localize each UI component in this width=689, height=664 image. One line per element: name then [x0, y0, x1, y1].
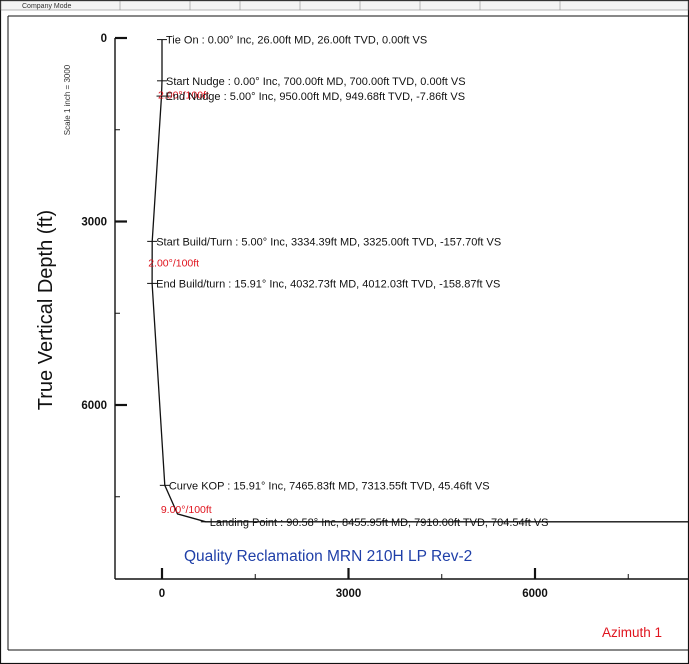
dogleg-rate-label: 2.00°/100ft — [158, 89, 209, 101]
survey-markers — [147, 39, 211, 523]
y-tick-label: 6000 — [81, 400, 107, 412]
header-strip: Company Mode — [0, 0, 689, 11]
annotations: Tie On : 0.00° Inc, 26.00ft MD, 26.00ft … — [148, 35, 548, 529]
x-ticks: 0 3000 6000 — [159, 568, 629, 600]
chart-title: Quality Reclamation MRN 210H LP Rev-2 — [184, 548, 472, 565]
y-axis-title: True Vertical Depth (ft) — [35, 210, 57, 410]
annotation-label: Landing Point : 90.58° Inc, 8455.95ft MD… — [210, 517, 549, 529]
azimuth-caption: Azimuth 1 — [602, 625, 662, 640]
annotation-label: Tie On : 0.00° Inc, 26.00ft MD, 26.00ft … — [166, 35, 427, 47]
y-ticks: 0 3000 6000 — [81, 33, 127, 498]
annotation-label: Start Build/Turn : 5.00° Inc, 3334.39ft … — [156, 236, 501, 248]
annotation-label: End Build/turn : 15.91° Inc, 4032.73ft M… — [156, 278, 500, 290]
annotation-label: Curve KOP : 15.91° Inc, 7465.83ft MD, 73… — [169, 480, 490, 492]
x-tick-label: 6000 — [522, 588, 548, 600]
y-tick-label: 3000 — [81, 217, 107, 229]
header-fragment: Company Mode — [22, 3, 72, 10]
y-tick-label: 0 — [101, 33, 107, 45]
annotation-label: End Nudge : 5.00° Inc, 950.00ft MD, 949.… — [166, 91, 466, 103]
annotation-label: Start Nudge : 0.00° Inc, 700.00ft MD, 70… — [166, 76, 466, 88]
scale-note: Scale 1 inch = 3000 — [63, 64, 72, 135]
dogleg-rate-label: 2.00°/100ft — [148, 257, 199, 269]
dogleg-rate-label: 9.00°/100ft — [161, 504, 212, 516]
x-tick-label: 3000 — [336, 588, 362, 600]
x-tick-label: 0 — [159, 588, 165, 600]
